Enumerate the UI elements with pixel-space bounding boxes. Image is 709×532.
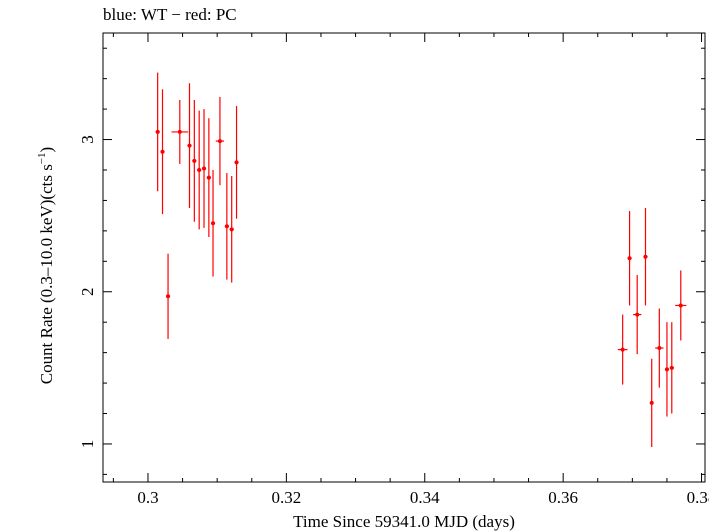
point-marker	[217, 139, 222, 144]
x-axis-label: Time Since 59341.0 MJD (days)	[293, 512, 515, 531]
data-point	[210, 169, 216, 277]
point-marker	[197, 167, 202, 172]
data-point	[627, 211, 632, 306]
point-marker	[202, 166, 207, 171]
data-point	[643, 208, 648, 306]
y-axis-label-main: Count Rate (0.3–10.0 keV)(cts s	[37, 164, 56, 384]
data-point	[655, 308, 664, 388]
data-point	[215, 96, 225, 186]
data-point	[155, 72, 160, 192]
point-marker	[620, 347, 625, 352]
data-point	[206, 118, 211, 237]
point-marker	[664, 367, 669, 372]
point-marker	[635, 312, 640, 317]
point-marker	[211, 221, 216, 226]
x-tick-label: 0.34	[410, 488, 440, 507]
data-point	[192, 99, 197, 222]
chart-title: blue: WT − red: PC	[103, 5, 237, 24]
y-tick-label: 3	[78, 135, 97, 144]
data-point	[171, 99, 189, 164]
data-point	[234, 106, 239, 219]
data-point	[633, 275, 642, 355]
y-axis-label-tail: )	[37, 147, 56, 153]
point-marker	[224, 224, 229, 229]
data-point	[201, 109, 207, 228]
data-point	[187, 83, 192, 209]
plot-frame	[102, 32, 706, 483]
data-point	[675, 270, 687, 341]
tick-labels: 0.3 0.32 0.34 0.36 0.38 1 2 3	[78, 135, 709, 507]
point-marker	[643, 254, 648, 259]
point-marker	[234, 160, 239, 165]
x-tick-label: 0.38	[687, 488, 709, 507]
x-tick-label: 0.36	[548, 488, 578, 507]
y-axis-label-superscript: −1	[36, 152, 48, 164]
data-point	[197, 110, 202, 230]
data-point	[224, 173, 229, 280]
point-marker	[229, 227, 234, 232]
point-marker	[657, 346, 662, 351]
data-point	[165, 253, 171, 339]
x-tick-label: 0.32	[271, 488, 301, 507]
x-tick-label: 0.3	[137, 488, 158, 507]
axis-ticks	[103, 33, 705, 482]
point-marker	[649, 400, 654, 405]
point-marker	[155, 129, 160, 134]
point-marker	[177, 129, 182, 134]
data-point	[617, 314, 628, 385]
point-marker	[678, 303, 683, 308]
point-marker	[187, 143, 192, 148]
data-point	[160, 89, 165, 215]
point-marker	[627, 256, 632, 261]
point-marker	[166, 294, 171, 299]
data-point	[649, 358, 654, 447]
y-tick-label: 1	[78, 440, 97, 449]
y-tick-label: 2	[78, 287, 97, 296]
point-marker	[192, 158, 197, 163]
point-marker	[160, 149, 165, 154]
point-marker	[206, 175, 211, 180]
data-point	[664, 322, 670, 417]
point-marker	[669, 365, 674, 370]
data-point	[229, 176, 234, 283]
data-points	[155, 72, 687, 447]
y-axis-label: Count Rate (0.3–10.0 keV)(cts s−1)	[36, 147, 56, 384]
data-point	[669, 322, 674, 414]
